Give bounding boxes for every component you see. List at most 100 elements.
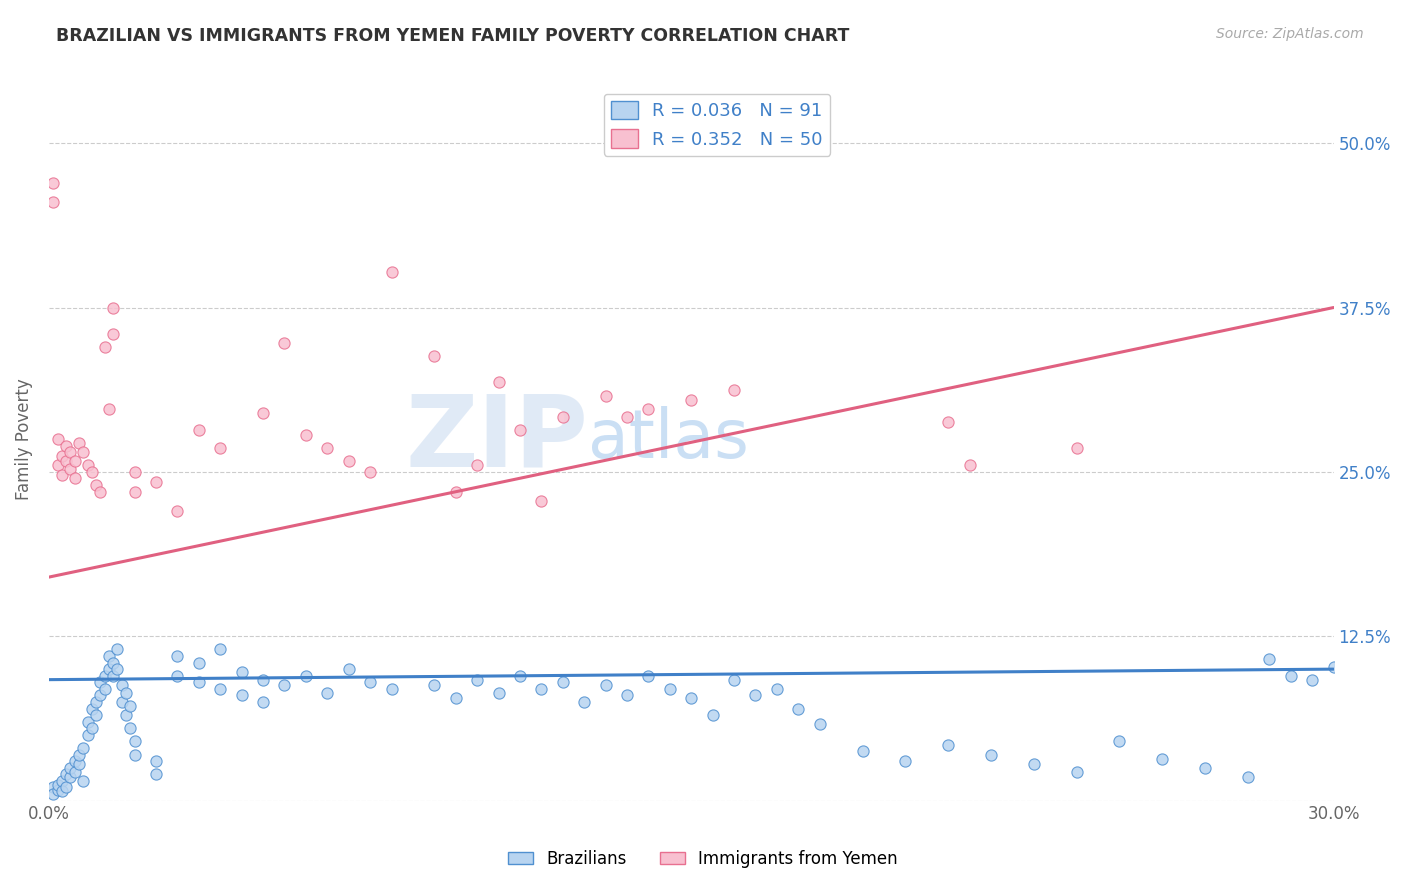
Point <box>209 442 232 456</box>
Point <box>42 195 65 210</box>
Point <box>231 665 253 679</box>
Point <box>337 662 360 676</box>
Point <box>444 691 467 706</box>
Point <box>124 465 146 479</box>
Text: Source: ZipAtlas.com: Source: ZipAtlas.com <box>1216 27 1364 41</box>
Point <box>76 458 98 473</box>
Point <box>616 689 638 703</box>
Point <box>46 778 69 792</box>
Point <box>111 678 134 692</box>
Point <box>51 449 73 463</box>
Point <box>595 678 617 692</box>
Point <box>145 475 167 490</box>
Point <box>637 401 659 416</box>
Point <box>89 689 111 703</box>
Point <box>1022 756 1045 771</box>
Point <box>936 739 959 753</box>
Point <box>273 678 295 692</box>
Point <box>551 409 574 424</box>
Point <box>1279 669 1302 683</box>
Point <box>637 669 659 683</box>
Point <box>423 678 446 692</box>
Point <box>980 747 1002 762</box>
Point <box>89 484 111 499</box>
Point <box>124 484 146 499</box>
Point <box>509 669 531 683</box>
Point <box>488 376 510 390</box>
Point <box>295 669 318 683</box>
Point <box>63 754 86 768</box>
Point <box>72 773 94 788</box>
Point <box>84 708 107 723</box>
Point <box>93 340 115 354</box>
Point <box>723 673 745 687</box>
Point <box>959 458 981 473</box>
Point <box>55 780 77 795</box>
Point <box>59 462 82 476</box>
Point <box>103 326 125 341</box>
Point <box>808 717 831 731</box>
Text: ZIP: ZIP <box>405 391 589 488</box>
Point <box>51 773 73 788</box>
Point <box>681 392 703 407</box>
Point <box>84 478 107 492</box>
Point <box>67 436 90 450</box>
Point <box>120 698 142 713</box>
Point <box>187 656 209 670</box>
Point <box>115 708 138 723</box>
Point <box>231 689 253 703</box>
Point <box>166 648 188 663</box>
Point <box>124 734 146 748</box>
Point <box>509 423 531 437</box>
Point <box>107 662 129 676</box>
Point <box>46 432 69 446</box>
Point <box>894 754 917 768</box>
Point <box>51 467 73 482</box>
Point <box>111 695 134 709</box>
Text: atlas: atlas <box>589 406 749 472</box>
Point <box>936 415 959 429</box>
Point <box>124 747 146 762</box>
Point <box>76 728 98 742</box>
Point <box>72 445 94 459</box>
Point <box>359 675 381 690</box>
Point <box>316 442 339 456</box>
Point <box>380 681 402 696</box>
Point <box>80 465 103 479</box>
Point <box>145 767 167 781</box>
Point <box>145 754 167 768</box>
Point <box>252 406 274 420</box>
Point <box>67 756 90 771</box>
Point <box>187 423 209 437</box>
Point <box>63 764 86 779</box>
Point <box>59 445 82 459</box>
Point <box>59 761 82 775</box>
Point <box>530 493 553 508</box>
Point <box>42 780 65 795</box>
Point <box>97 662 120 676</box>
Point <box>103 669 125 683</box>
Point <box>84 695 107 709</box>
Point <box>359 465 381 479</box>
Point <box>488 686 510 700</box>
Point <box>1108 734 1130 748</box>
Legend: Brazilians, Immigrants from Yemen: Brazilians, Immigrants from Yemen <box>502 844 904 875</box>
Point <box>252 695 274 709</box>
Point <box>658 681 681 696</box>
Point <box>89 675 111 690</box>
Point <box>42 787 65 801</box>
Point <box>103 301 125 315</box>
Point <box>723 384 745 398</box>
Point <box>93 669 115 683</box>
Point <box>1066 764 1088 779</box>
Point <box>1237 770 1260 784</box>
Point <box>465 673 488 687</box>
Point <box>444 484 467 499</box>
Text: BRAZILIAN VS IMMIGRANTS FROM YEMEN FAMILY POVERTY CORRELATION CHART: BRAZILIAN VS IMMIGRANTS FROM YEMEN FAMIL… <box>56 27 849 45</box>
Point <box>46 783 69 797</box>
Point <box>187 675 209 690</box>
Point <box>574 695 596 709</box>
Legend: R = 0.036   N = 91, R = 0.352   N = 50: R = 0.036 N = 91, R = 0.352 N = 50 <box>603 94 830 156</box>
Point <box>595 389 617 403</box>
Point <box>1194 761 1216 775</box>
